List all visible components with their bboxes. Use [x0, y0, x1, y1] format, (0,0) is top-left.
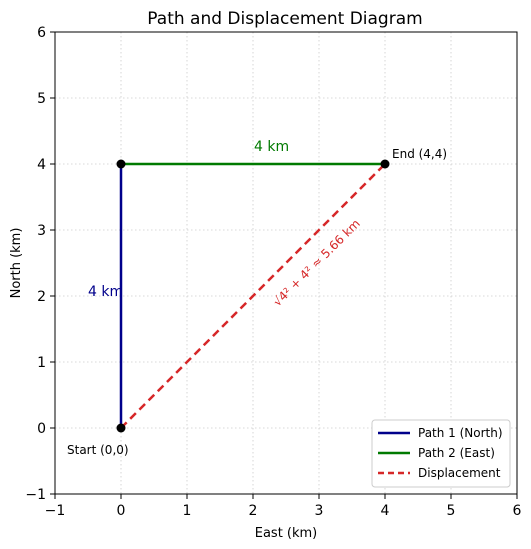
point-marker-1 [116, 159, 126, 169]
y-tick-label: 4 [37, 157, 46, 173]
x-tick-label: −1 [45, 503, 66, 519]
path2-length-label: 4 km [254, 139, 289, 155]
x-tick-label: 3 [315, 503, 324, 519]
point-marker-2 [380, 159, 390, 169]
chart-title: Path and Displacement Diagram [147, 9, 422, 29]
y-tick-label: −1 [25, 487, 46, 503]
x-tick-label: 5 [447, 503, 456, 519]
x-tick-label: 2 [249, 503, 258, 519]
series-line-displacement [120, 163, 386, 429]
start-point-label: Start (0,0) [67, 443, 129, 457]
y-tick-label: 5 [37, 91, 46, 107]
points-layer [116, 159, 390, 433]
y-axis-label: North (km) [9, 228, 24, 299]
x-axis-label: East (km) [255, 526, 318, 541]
y-tick-label: 2 [37, 289, 46, 305]
y-tick-label: 3 [37, 223, 46, 239]
y-tick-label: 0 [37, 421, 46, 437]
legend-label-path2: Path 2 (East) [418, 446, 495, 460]
legend-label-displacement: Displacement [418, 466, 501, 480]
legend-label-path1: Path 1 (North) [418, 426, 503, 440]
x-tick-label: 0 [117, 503, 126, 519]
legend-box [371, 419, 511, 488]
series-layer [119, 162, 386, 429]
x-tick-label: 1 [183, 503, 192, 519]
legend: Path 1 (North) Path 2 (East) Displacemen… [371, 419, 511, 488]
path1-length-label: 4 km [88, 284, 123, 300]
ticks: −1 0 1 2 3 4 5 6 −1 0 1 2 3 4 5 6 [25, 25, 521, 519]
y-tick-label: 1 [37, 355, 46, 371]
plot-frame [54, 31, 518, 495]
x-tick-label: 4 [381, 503, 390, 519]
y-tick-label: 6 [37, 25, 46, 41]
end-point-label: End (4,4) [392, 147, 447, 161]
x-tick-label: 6 [513, 503, 522, 519]
point-marker-0 [116, 423, 126, 433]
